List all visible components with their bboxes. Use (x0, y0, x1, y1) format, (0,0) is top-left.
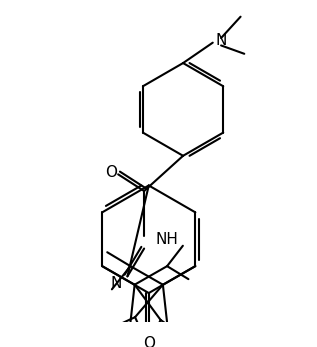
Text: N: N (216, 33, 227, 48)
Text: NH: NH (155, 232, 178, 247)
Text: O: O (105, 165, 117, 180)
Text: O: O (143, 336, 155, 347)
Text: N: N (111, 276, 122, 291)
